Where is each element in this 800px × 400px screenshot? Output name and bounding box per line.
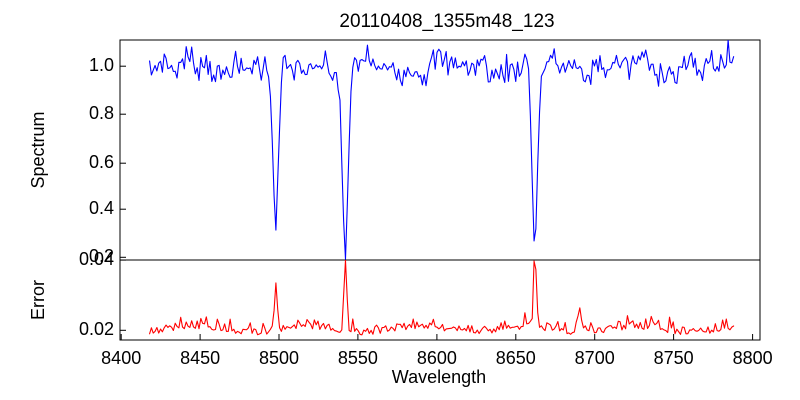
svg-text:20110408_1355m48_123: 20110408_1355m48_123 <box>339 11 554 32</box>
svg-text:8500: 8500 <box>259 348 299 368</box>
svg-text:8550: 8550 <box>338 348 378 368</box>
svg-text:8450: 8450 <box>180 348 220 368</box>
svg-text:0.2: 0.2 <box>89 246 114 266</box>
svg-text:8650: 8650 <box>496 348 536 368</box>
svg-text:0.8: 0.8 <box>89 103 114 123</box>
svg-text:Error: Error <box>28 280 48 320</box>
svg-text:8750: 8750 <box>654 348 694 368</box>
svg-text:Wavelength: Wavelength <box>392 367 486 387</box>
svg-text:8600: 8600 <box>417 348 457 368</box>
svg-text:0.02: 0.02 <box>79 319 114 339</box>
svg-text:Spectrum: Spectrum <box>28 111 48 188</box>
svg-text:8800: 8800 <box>733 348 773 368</box>
svg-text:0.6: 0.6 <box>89 152 114 172</box>
svg-text:0.4: 0.4 <box>89 198 114 218</box>
svg-text:1.0: 1.0 <box>89 55 114 75</box>
svg-text:8700: 8700 <box>575 348 615 368</box>
svg-text:8400: 8400 <box>101 348 141 368</box>
